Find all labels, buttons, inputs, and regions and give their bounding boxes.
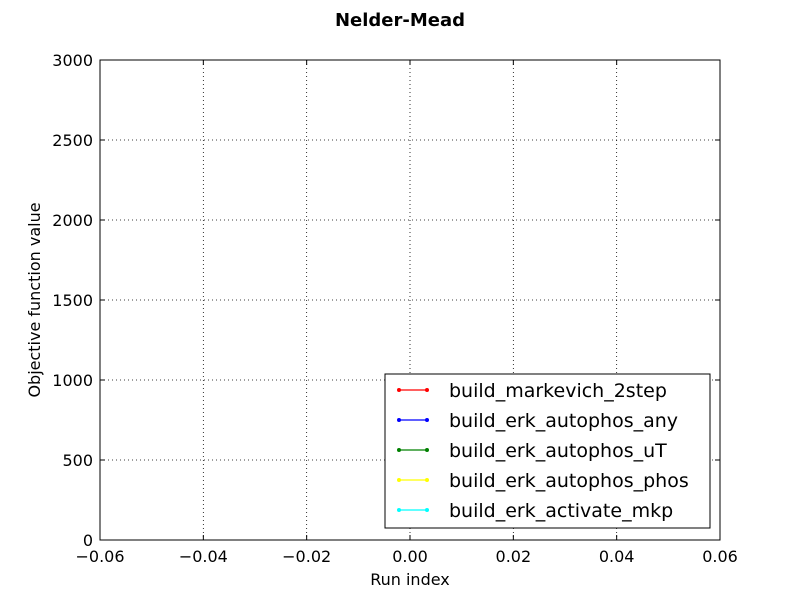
legend-item: build_markevich_2step (397, 380, 667, 402)
legend-item: build_erk_autophos_phos (397, 470, 689, 492)
chart-title: Nelder-Mead (335, 10, 465, 31)
legend-label: build_erk_activate_mkp (449, 500, 673, 522)
legend-swatch-marker (397, 418, 401, 422)
x-tick-label: −0.02 (282, 547, 331, 566)
x-tick-label: 0.02 (496, 547, 532, 566)
x-tick-label: −0.06 (75, 547, 124, 566)
legend-label: build_erk_autophos_phos (449, 470, 689, 492)
y-tick-label: 2500 (52, 131, 93, 150)
x-axis-label: Run index (370, 570, 450, 589)
x-tick-label: 0.06 (702, 547, 738, 566)
x-tick-label: 0.04 (599, 547, 635, 566)
y-tick-label: 0 (83, 531, 93, 550)
y-tick-label: 2000 (52, 211, 93, 230)
legend-item: build_erk_autophos_any (397, 410, 678, 432)
legend-item: build_erk_autophos_uT (397, 440, 667, 462)
legend-swatch-marker (397, 448, 401, 452)
x-tick-label: 0.00 (392, 547, 428, 566)
legend: build_markevich_2step build_erk_autophos_… (384, 373, 711, 529)
y-tick-label: 500 (62, 451, 93, 470)
x-tick-label: −0.04 (179, 547, 228, 566)
legend-swatch-marker (425, 508, 429, 512)
legend-label: build_markevich_2step (449, 380, 667, 402)
legend-swatch-marker (425, 448, 429, 452)
legend-box (384, 373, 711, 529)
y-tick-label: 1000 (52, 371, 93, 390)
legend-swatch-marker (425, 478, 429, 482)
legend-swatch-marker (425, 388, 429, 392)
legend-swatch-marker (397, 478, 401, 482)
legend-swatch-marker (425, 418, 429, 422)
legend-swatch-marker (397, 508, 401, 512)
x-axis-ticks: −0.06 −0.04 −0.02 0.00 0.02 0.04 0.06 (75, 60, 738, 566)
y-axis-ticks: 0 500 1000 1500 2000 2500 3000 (52, 51, 720, 550)
legend-item: build_erk_activate_mkp (397, 500, 673, 522)
y-tick-label: 1500 (52, 291, 93, 310)
plot-frame (99, 59, 721, 541)
legend-swatch-marker (397, 388, 401, 392)
y-tick-label: 3000 (52, 51, 93, 70)
legend-label: build_erk_autophos_any (449, 410, 678, 432)
y-axis-label: Objective function value (25, 202, 44, 397)
legend-label: build_erk_autophos_uT (449, 440, 667, 462)
